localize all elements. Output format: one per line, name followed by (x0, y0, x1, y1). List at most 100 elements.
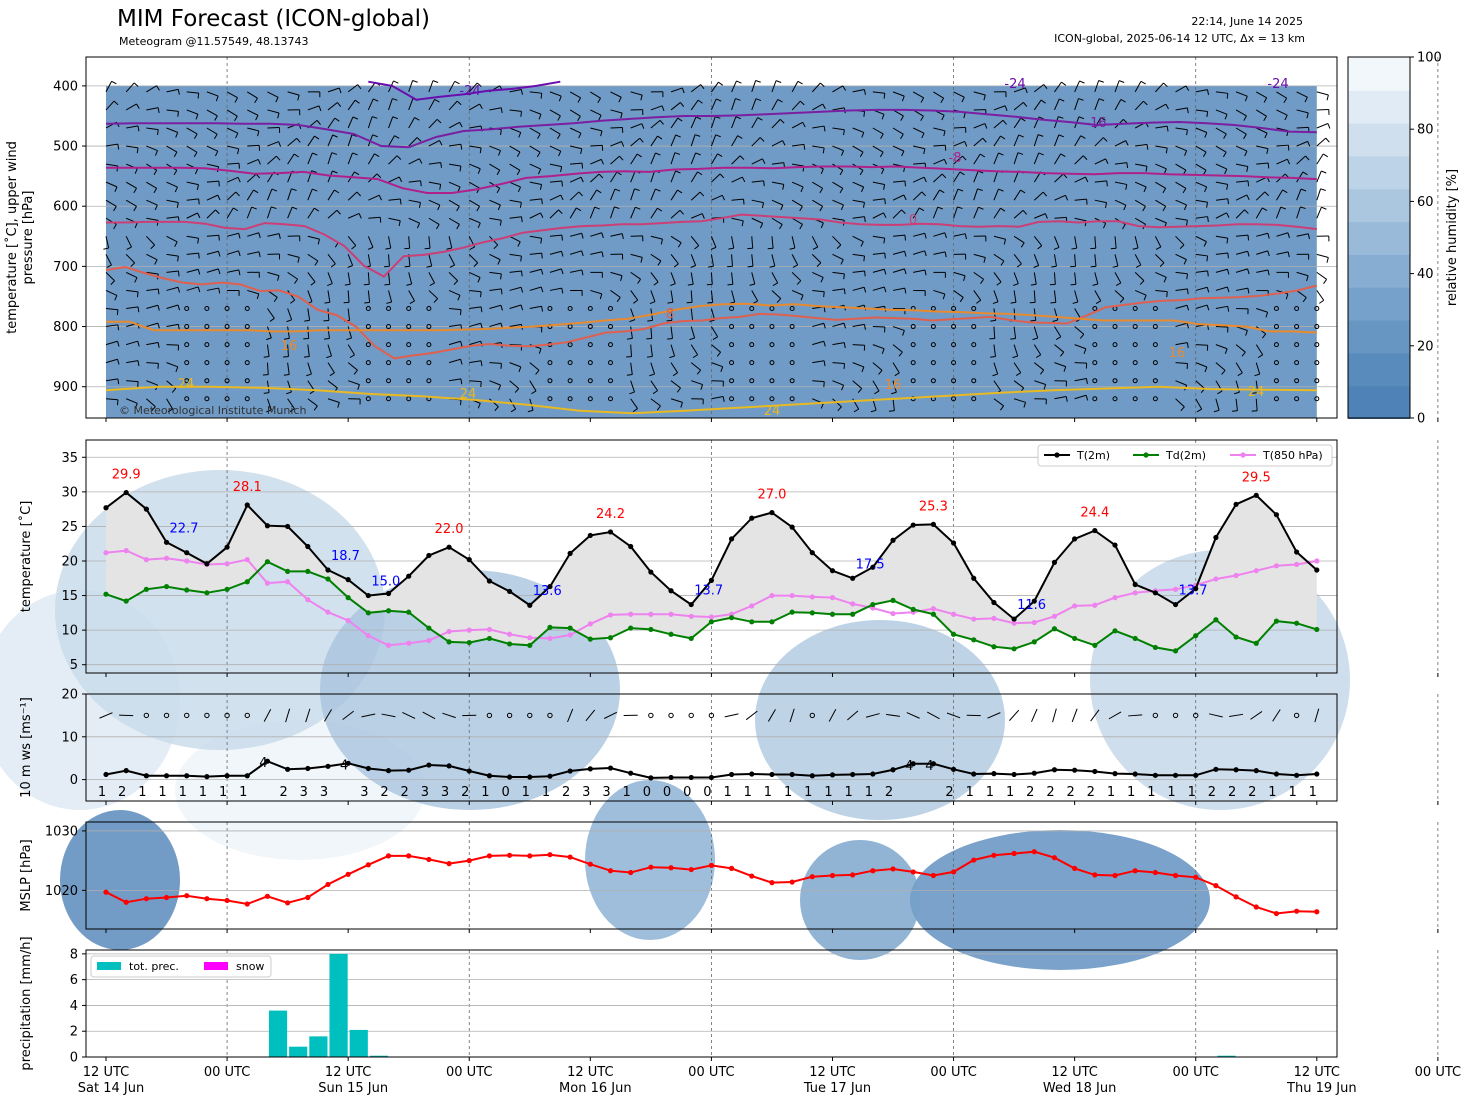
wind-speed-value: 1 (158, 785, 166, 800)
isotherm-label: 24 (1248, 385, 1265, 400)
wind-barb (1031, 708, 1038, 723)
calm-wind-marker (1273, 360, 1279, 366)
y-axis-label: MSLP [hPa] (19, 839, 34, 911)
panel-frame-mslp (85, 821, 1338, 930)
wind-barb-flag (560, 268, 564, 275)
wind-barb (1255, 380, 1259, 393)
wind-barb-flag (1143, 100, 1148, 106)
wind-barb (569, 207, 577, 219)
wind-barb-flag (676, 387, 681, 393)
wind-barb (1256, 308, 1268, 313)
wind-barb (1013, 362, 1022, 373)
calm-wind-marker (1273, 378, 1279, 384)
wind-barb (428, 254, 433, 267)
wind-barb-flag (1000, 405, 1005, 411)
wind-barb-flag (173, 151, 178, 157)
wind-barb (953, 188, 959, 201)
wind-barb (751, 236, 754, 249)
wind-barb (852, 286, 865, 291)
calm-wind-marker (547, 360, 553, 366)
wind-barb-flag (278, 233, 281, 240)
data-point-T(850 hPa) (244, 557, 250, 563)
wind-barb (1235, 145, 1248, 152)
wind-barb-flag (1119, 298, 1125, 303)
wind-barb (690, 171, 698, 183)
wind-speed-point (1273, 771, 1280, 777)
wind-barb (448, 199, 460, 207)
wind-barb (932, 206, 939, 219)
wind-barb (1235, 362, 1243, 374)
wind-barb-flag (347, 265, 353, 268)
calm-wind-marker (789, 342, 795, 348)
wind-barb (1053, 236, 1060, 248)
wind-barb (670, 102, 681, 111)
data-point-T(850 hPa) (507, 631, 513, 637)
wind-barb (1215, 398, 1220, 411)
mslp-point (365, 862, 371, 868)
wind-barb-flag (291, 206, 298, 210)
calm-wind-marker (1294, 305, 1300, 311)
wind-barb-flag (687, 283, 694, 286)
wind-barb (731, 80, 737, 93)
wind-barb (1256, 232, 1268, 237)
wind-barb-flag (520, 255, 522, 262)
wind-barb (1276, 144, 1289, 147)
wind-barb-flag (984, 123, 988, 129)
wind-barb-flag (904, 235, 906, 241)
wind-barb-flag (884, 198, 886, 205)
wind-barb-flag (1284, 114, 1288, 121)
wind-barb-flag (312, 188, 318, 192)
wind-barb (610, 271, 623, 277)
data-point-T(2m) (1031, 598, 1037, 604)
wind-speed-value: 0 (663, 785, 671, 800)
wind-barb (1175, 253, 1187, 260)
calm-wind-marker (1092, 305, 1098, 311)
wind-barb-flag (385, 247, 391, 250)
wind-barb (953, 206, 958, 219)
wind-barb (307, 253, 319, 262)
wind-barb (1134, 254, 1142, 266)
wind-barb-flag (254, 97, 258, 104)
wind-barb (1256, 127, 1268, 134)
wind-barb (186, 127, 198, 135)
wind-barb (892, 180, 906, 183)
wind-barb-flag (990, 355, 996, 358)
wind-barb-flag (675, 170, 681, 174)
wind-barb-flag (456, 206, 460, 212)
wind-barb-flag (477, 222, 481, 229)
wind-barb-flag (174, 186, 178, 193)
wind-barb (570, 162, 583, 165)
wind-barb-flag (735, 116, 742, 120)
y-tick-label: 8 (70, 947, 78, 962)
wind-barb (812, 199, 823, 207)
wind-barb (1074, 98, 1079, 111)
wind-barb-flag (647, 319, 653, 322)
wind-barb-flag (527, 409, 534, 413)
wind-barb (549, 109, 561, 117)
wind-barb (1215, 235, 1228, 239)
wind-barb (247, 289, 259, 295)
wind-barb-flag (537, 133, 541, 139)
wind-barb-flag (323, 337, 330, 340)
wind-barb-flag (901, 95, 905, 102)
data-point-T(2m) (1253, 492, 1259, 498)
wind-barb (408, 137, 418, 147)
wind-barb-flag (799, 100, 805, 106)
wind-barb-flag (499, 220, 502, 226)
wind-barb-flag (961, 97, 965, 103)
wind-barb (1316, 206, 1322, 219)
wind-barb-flag (943, 159, 947, 165)
wind-barb-flag (346, 337, 352, 341)
data-point-Td(2m) (749, 619, 755, 625)
wind-barb (1074, 155, 1084, 165)
mslp-point (587, 861, 593, 867)
wind-barb (402, 711, 416, 719)
wind-barb-flag (1232, 410, 1238, 412)
wind-barb-flag (435, 224, 440, 230)
wind-barb (468, 82, 478, 93)
wind-barb-flag (476, 82, 482, 87)
calm-wind-marker (426, 305, 432, 311)
wind-barb (852, 344, 865, 346)
data-point-T(850 hPa) (587, 621, 593, 627)
wind-barb-flag (1247, 180, 1250, 187)
